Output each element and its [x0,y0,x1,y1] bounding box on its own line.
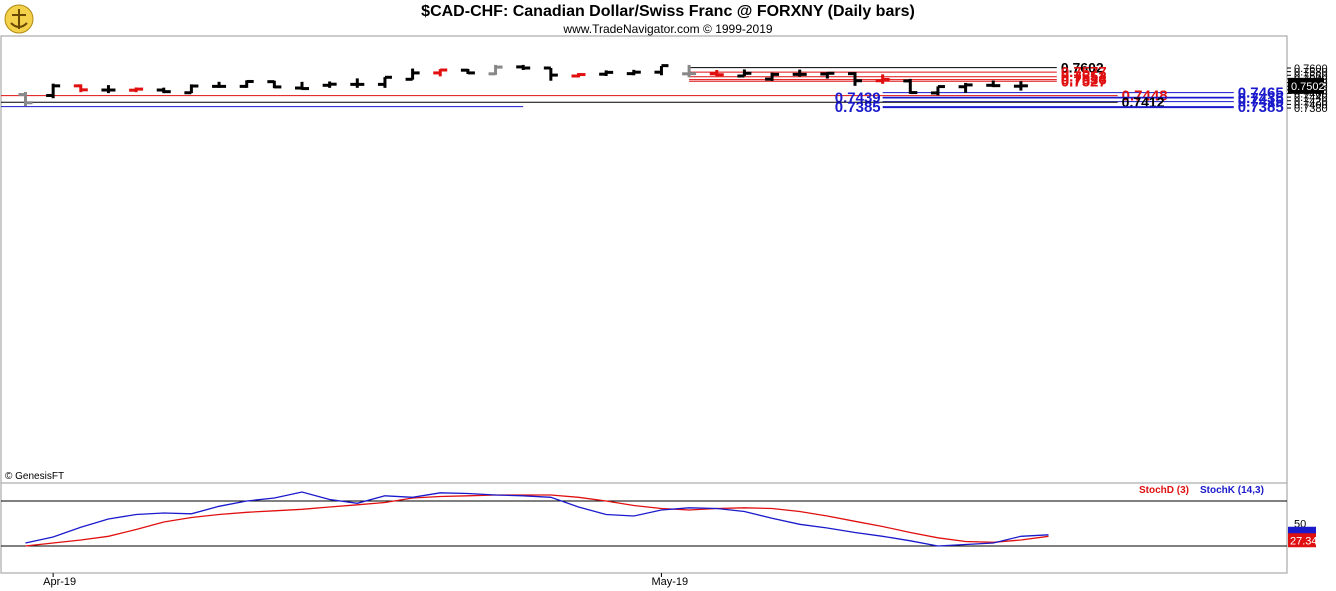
ohlc-bar [875,74,890,84]
ohlc-bar [682,64,697,78]
price-panel-frame [0,35,1288,484]
ohlc-bar [18,92,33,107]
ohlc-bar [212,81,227,88]
ohlc-bar [267,80,282,89]
ohlc-bar [765,72,780,81]
y-tick-label: 0.7380 [1294,103,1328,115]
level-label: 0.7552 [1061,69,1107,86]
ohlc-bar [460,68,475,75]
ohlc-bar [433,68,448,77]
ohlc-bar [350,78,365,88]
ohlc-bar [46,83,61,99]
ohlc-bar [709,70,724,77]
level-label: 0.7527 [1061,73,1107,90]
ohlc-bar [986,80,1001,88]
last-price-label: 0.7502 [1291,81,1325,93]
level-label: 0.7385 [1238,99,1284,116]
ohlc-bar [488,64,503,76]
ohlc-bar [599,70,614,77]
level-label: 0.7577 [1061,64,1107,81]
ohlc-bar [516,64,531,71]
y-tick-label: 0.7400 [1294,99,1328,111]
level-label: 0.7415 [1238,94,1284,111]
ohlc-bar [571,73,586,78]
indicator-panel-frame [0,482,1288,574]
last-price-marker [1288,77,1324,94]
ohlc-bar [73,84,88,93]
legend-stoch-d: StochD (3) [1139,485,1189,496]
x-tick-label: May-19 [651,576,688,588]
ohlc-bar [654,64,669,76]
chart-title: $CAD-CHF: Canadian Dollar/Swiss Franc @ … [421,3,915,20]
ohlc-bar [295,81,309,91]
ohlc-bar [1013,81,1028,91]
ohlc-bar [820,71,835,79]
y-tick-label: 0.7420 [1294,96,1328,108]
watermark: © GenesisFT [5,471,64,482]
ohlc-bar [958,82,973,93]
ohlc-bar [543,66,558,81]
ohlc-bar [129,87,144,93]
ohlc-bar [322,81,337,88]
trade-navigator-logo [4,4,34,34]
ohlc-bar [101,85,116,94]
ohlc-bar [626,69,641,76]
level-label: 0.7435 [1238,90,1284,107]
ohlc-bar [405,68,420,81]
ohlc-bar [239,79,254,88]
stoch-series-line [25,494,1049,547]
ohlc-bar [792,69,807,77]
x-tick-label: Apr-19 [43,576,76,588]
ohlc-bar [156,87,171,94]
ohlc-bar [848,72,862,86]
ohlc-bar [377,75,392,88]
y-tick-label: 0.7600 [1294,63,1328,75]
level-label: 0.7602 [1061,60,1104,76]
level-label: 0.7536 [1061,72,1107,89]
ohlc-bar [930,85,945,96]
level-label: 0.7465 [1238,85,1284,102]
stoch-series-line [25,491,1049,547]
ohlc-bar [184,84,199,95]
stoch-last-label: 27.34 [1290,535,1318,547]
level-label: 0.7385 [835,99,881,116]
y-tick-label: 0.7580 [1294,67,1328,79]
ohlc-bar [737,69,752,78]
stoch-k-marker [1288,526,1316,535]
y-tick-label: 0.7440 [1294,92,1328,104]
level-label: 0.7448 [1122,88,1168,105]
chart-subtitle: www.TradeNavigator.com © 1999-2019 [563,22,773,36]
legend-stoch-k: StochK (14,3) [1200,485,1264,496]
stoch-d-marker [1288,533,1316,548]
ohlc-bar [903,78,918,95]
